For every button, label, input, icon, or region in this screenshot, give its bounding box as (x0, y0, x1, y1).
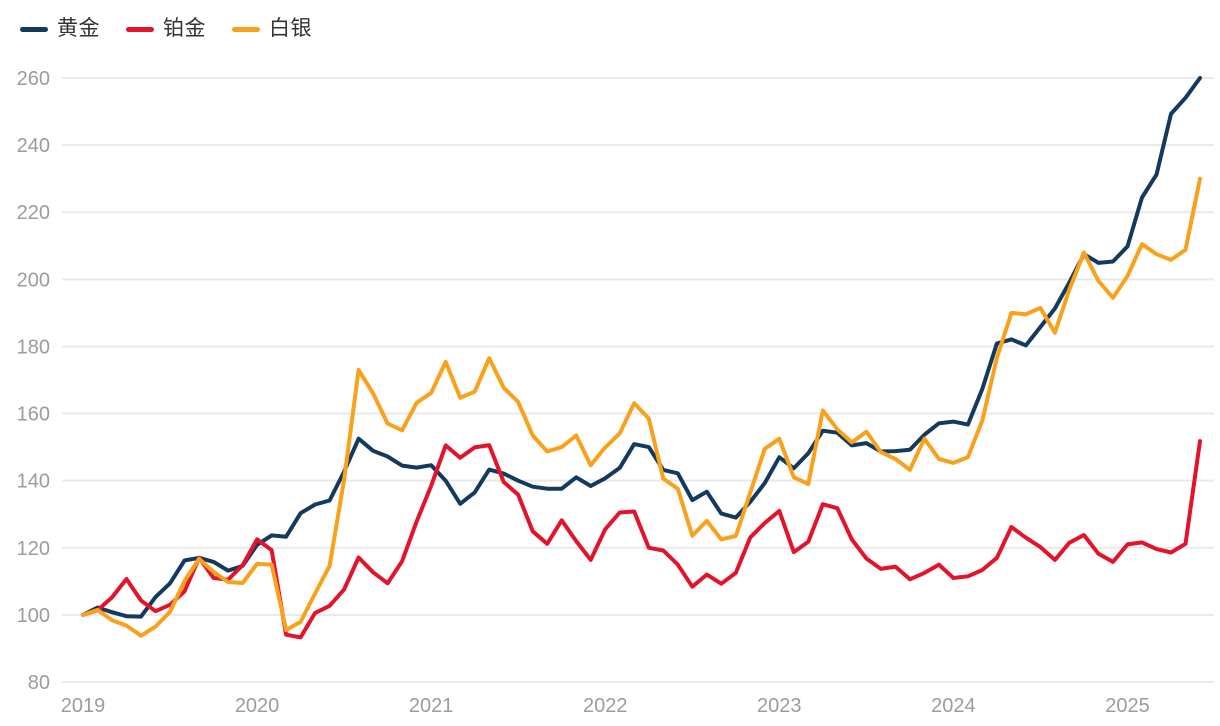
y-tick-label-200: 200 (17, 269, 50, 291)
y-tick-label-260: 260 (17, 68, 50, 90)
silver-line-swatch (232, 26, 260, 32)
y-tick-label-120: 120 (17, 538, 50, 560)
platinum-line-swatch (126, 26, 154, 32)
x-tick-label-2024: 2024 (931, 695, 976, 717)
y-tick-label-160: 160 (17, 404, 50, 426)
x-tick-label-2019: 2019 (61, 695, 106, 717)
x-tick-label-2020: 2020 (235, 695, 280, 717)
series-line-platinum (81, 439, 1202, 640)
y-tick-label-80: 80 (28, 672, 50, 694)
y-tick-label-240: 240 (17, 135, 50, 157)
legend: 黄金 铂金 白银 (20, 17, 312, 41)
x-tick-label-2022: 2022 (583, 695, 628, 717)
gold-line-swatch (20, 26, 48, 32)
series-line-silver (81, 176, 1202, 638)
legend-item-gold: 黄金 (20, 17, 100, 41)
y-tick-label-100: 100 (17, 605, 50, 627)
y-tick-label-140: 140 (17, 471, 50, 493)
legend-label-silver: 白银 (269, 17, 312, 40)
y-tick-label-220: 220 (17, 202, 50, 224)
legend-item-platinum: 铂金 (126, 17, 206, 41)
legend-label-platinum: 铂金 (163, 17, 206, 40)
series-line-gold (81, 76, 1202, 619)
x-tick-label-2023: 2023 (757, 695, 802, 717)
x-tick-label-2021: 2021 (409, 695, 454, 717)
legend-item-silver: 白银 (232, 17, 312, 41)
x-tick-label-2025: 2025 (1105, 695, 1150, 717)
y-tick-label-180: 180 (17, 336, 50, 358)
legend-label-gold: 黄金 (57, 17, 100, 40)
